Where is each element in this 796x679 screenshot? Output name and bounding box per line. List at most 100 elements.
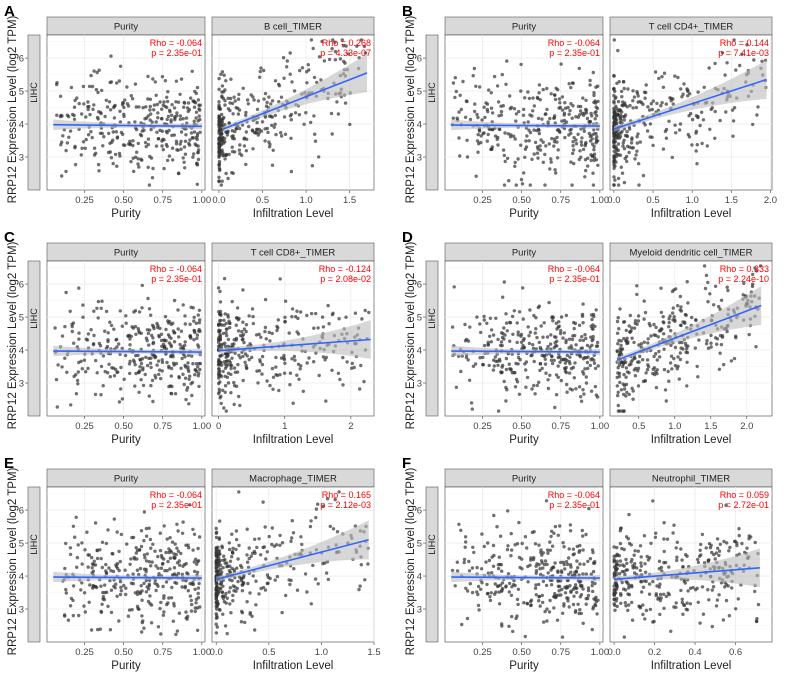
data-point	[236, 557, 240, 561]
data-point	[144, 559, 149, 563]
data-point	[512, 107, 517, 111]
data-point	[625, 336, 629, 340]
data-point	[109, 156, 114, 160]
data-point	[221, 90, 226, 94]
data-point	[581, 338, 586, 343]
data-point	[223, 624, 228, 628]
data-point	[567, 572, 571, 576]
data-point	[679, 346, 683, 350]
data-point	[149, 365, 153, 370]
data-point	[217, 76, 221, 81]
facet-title: Purity	[512, 22, 537, 33]
data-point	[179, 366, 183, 370]
data-point	[234, 537, 239, 542]
data-point	[91, 584, 96, 589]
data-point	[270, 163, 275, 167]
data-point	[146, 97, 150, 101]
data-point	[316, 502, 320, 506]
data-point	[620, 171, 625, 175]
data-point	[138, 590, 142, 594]
data-point	[582, 392, 586, 396]
data-point	[477, 608, 481, 612]
data-point	[314, 311, 318, 316]
data-point	[485, 582, 489, 587]
data-point	[584, 168, 588, 173]
data-point	[187, 377, 191, 381]
data-point	[562, 357, 566, 361]
data-point	[496, 363, 500, 367]
data-point	[571, 140, 575, 144]
data-point	[563, 367, 567, 371]
data-point	[564, 120, 569, 124]
data-point	[571, 547, 576, 551]
scatter-points	[450, 280, 600, 413]
data-point	[625, 568, 630, 572]
data-point	[478, 322, 482, 326]
data-point	[622, 547, 626, 552]
data-point	[269, 102, 273, 106]
data-point	[96, 117, 100, 121]
data-point	[577, 385, 582, 389]
data-point	[670, 367, 674, 371]
data-point	[590, 583, 594, 588]
data-point	[104, 571, 109, 575]
data-point	[737, 527, 741, 531]
data-point	[220, 70, 225, 74]
data-point	[678, 351, 682, 355]
data-point	[491, 333, 496, 337]
data-point	[255, 107, 260, 112]
data-point	[341, 383, 345, 387]
data-point	[99, 306, 103, 310]
data-point	[621, 114, 625, 119]
data-point	[307, 68, 311, 72]
data-point	[662, 367, 667, 372]
data-point	[570, 116, 574, 120]
data-point	[225, 631, 229, 636]
data-point	[82, 358, 87, 362]
data-point	[172, 556, 177, 560]
data-point	[553, 114, 557, 118]
data-point	[621, 80, 626, 84]
data-point	[577, 66, 581, 71]
data-point	[345, 360, 349, 364]
data-point	[618, 592, 623, 596]
data-point	[756, 105, 760, 109]
data-point	[229, 366, 233, 371]
facet-title: Purity	[114, 248, 139, 259]
data-point	[559, 62, 563, 66]
x-tick-label: 0.75	[154, 647, 173, 658]
data-point	[572, 161, 576, 166]
data-point	[537, 595, 541, 599]
data-point	[184, 133, 188, 137]
data-point	[584, 602, 588, 606]
data-point	[188, 581, 192, 586]
data-point	[270, 123, 274, 128]
data-point	[192, 152, 196, 156]
data-point	[142, 510, 147, 514]
data-point	[96, 627, 100, 632]
data-point	[250, 551, 255, 555]
data-point	[619, 360, 623, 365]
data-point	[537, 599, 541, 603]
data-point	[631, 106, 635, 110]
data-point	[503, 159, 507, 164]
data-point	[189, 609, 194, 613]
data-point	[504, 385, 508, 390]
data-point	[522, 345, 527, 350]
data-point	[190, 69, 194, 74]
data-point	[753, 589, 757, 594]
data-point	[756, 602, 761, 607]
data-point	[105, 590, 109, 594]
data-point	[89, 73, 93, 78]
data-point	[60, 174, 64, 178]
data-point	[581, 621, 585, 625]
data-point	[482, 314, 486, 319]
data-point	[669, 629, 673, 633]
data-point	[131, 572, 135, 576]
data-point	[134, 371, 138, 376]
data-point	[664, 102, 668, 106]
data-point	[586, 586, 591, 590]
data-point	[130, 325, 134, 329]
